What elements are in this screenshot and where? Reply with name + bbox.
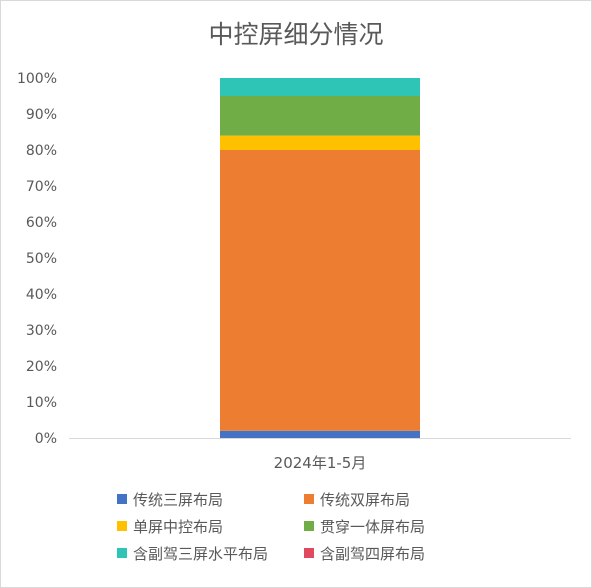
y-tick-label: 40% xyxy=(26,287,57,303)
bar-segment-3 xyxy=(220,96,420,136)
legend-swatch xyxy=(304,494,314,504)
legend-swatch xyxy=(304,521,314,531)
legend-item: 贯穿一体屏布局 xyxy=(304,516,425,536)
legend-label: 传统三屏布局 xyxy=(133,490,224,509)
bar-segment-4 xyxy=(220,78,420,96)
y-tick-label: 50% xyxy=(26,251,57,267)
y-tick-label: 70% xyxy=(26,179,57,195)
legend-swatch xyxy=(304,548,314,558)
legend-item: 传统双屏布局 xyxy=(304,489,410,509)
bar-segment-1 xyxy=(220,150,420,431)
legend-label: 贯穿一体屏布局 xyxy=(320,517,426,536)
chart-title: 中控屏细分情况 xyxy=(208,20,384,49)
legend-swatch xyxy=(117,521,127,531)
legend-swatch xyxy=(117,548,127,558)
legend-label: 含副驾四屏布局 xyxy=(320,544,426,563)
legend-item: 单屏中控布局 xyxy=(117,516,223,536)
y-tick-label: 30% xyxy=(26,323,57,339)
bar-segment-2 xyxy=(220,135,420,150)
legend-item: 含副驾三屏水平布局 xyxy=(117,543,268,563)
chart-plot: 0% 10% 20% 30% 40% 50% 60% 70% 80% 90% 100% 2024年1-… xyxy=(17,71,571,472)
legend-label: 单屏中控布局 xyxy=(133,517,224,536)
y-tick-label: 20% xyxy=(26,359,57,375)
legend-swatch xyxy=(117,494,127,504)
y-tick-label: 90% xyxy=(26,107,57,123)
y-tick-label: 100% xyxy=(17,71,57,87)
bar-segment-0 xyxy=(220,430,420,438)
y-tick-label: 0% xyxy=(35,431,57,447)
legend-item: 含副驾四屏布局 xyxy=(304,543,425,563)
x-tick-label: 2024年1-5月 xyxy=(274,454,367,472)
legend-label: 含副驾三屏水平布局 xyxy=(133,544,269,563)
y-tick-label: 60% xyxy=(26,215,57,231)
legend-item: 传统三屏布局 xyxy=(117,489,223,509)
legend-label: 传统双屏布局 xyxy=(320,490,411,509)
y-tick-label: 10% xyxy=(26,395,57,411)
y-tick-label: 80% xyxy=(26,143,57,159)
